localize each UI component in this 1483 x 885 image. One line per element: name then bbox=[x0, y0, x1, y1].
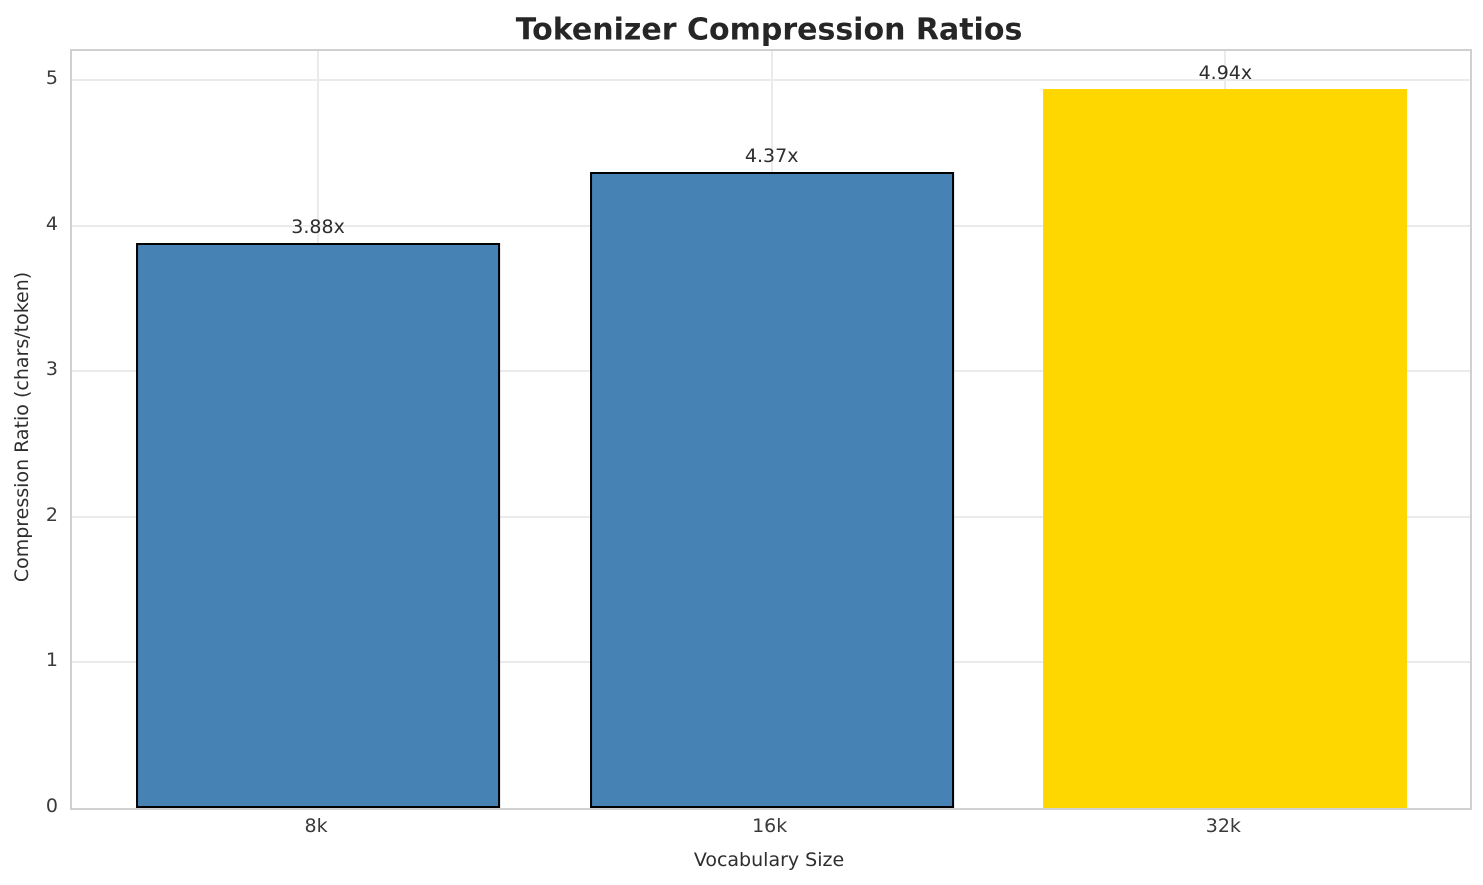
bar-8k bbox=[136, 243, 500, 808]
x-tick-label: 32k bbox=[1205, 815, 1241, 837]
y-tick-label: 0 bbox=[45, 795, 58, 817]
y-axis-label: Compression Ratio (chars/token) bbox=[11, 271, 33, 583]
y-tick-label: 2 bbox=[45, 503, 58, 526]
x-axis-label: Vocabulary Size bbox=[693, 849, 845, 871]
chart-title: Tokenizer Compression Ratios bbox=[515, 12, 1023, 48]
bar-value-label: 4.94x bbox=[1198, 61, 1253, 84]
y-tick-label: 4 bbox=[45, 212, 58, 235]
x-axis-ticks: 8k 16k 32k bbox=[70, 815, 1468, 843]
bar-16k bbox=[589, 171, 954, 808]
x-tick-label: 16k bbox=[752, 815, 788, 837]
bar-value-label: 3.88x bbox=[291, 216, 345, 239]
bar-32k bbox=[1043, 88, 1408, 808]
y-tick-label: 1 bbox=[45, 649, 58, 672]
y-tick-label: 5 bbox=[45, 67, 58, 90]
x-tick-label: 8k bbox=[304, 815, 328, 837]
y-tick-label: 3 bbox=[45, 358, 58, 381]
plot-area: 3.88x 4.37x 4.94x bbox=[70, 49, 1472, 810]
bar-value-label: 4.37x bbox=[744, 144, 799, 167]
y-axis-ticks: 0 1 2 3 4 5 bbox=[0, 49, 58, 817]
